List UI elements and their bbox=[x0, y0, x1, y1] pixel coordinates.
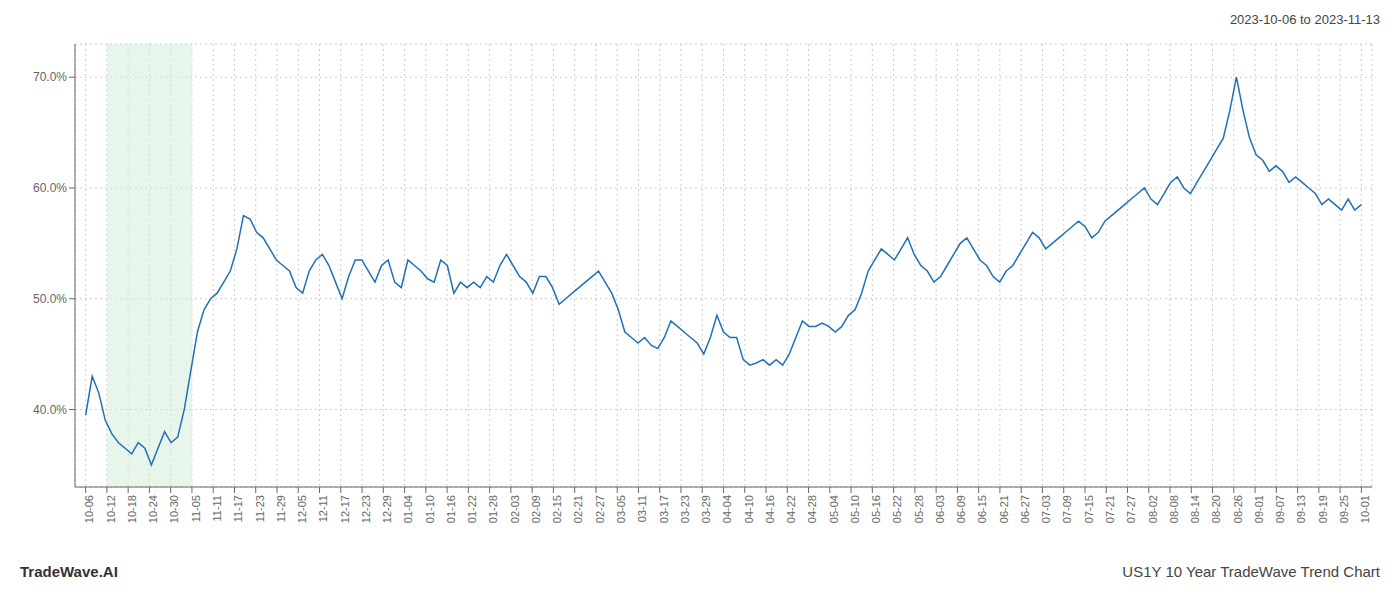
svg-text:07-21: 07-21 bbox=[1104, 495, 1116, 523]
svg-text:07-03: 07-03 bbox=[1040, 495, 1052, 523]
svg-text:07-15: 07-15 bbox=[1083, 495, 1095, 523]
svg-text:40.0%: 40.0% bbox=[33, 403, 67, 417]
svg-text:09-01: 09-01 bbox=[1253, 495, 1265, 523]
svg-text:12-23: 12-23 bbox=[360, 495, 372, 523]
svg-text:10-06: 10-06 bbox=[83, 495, 95, 523]
svg-text:12-17: 12-17 bbox=[339, 495, 351, 523]
svg-text:03-29: 03-29 bbox=[700, 495, 712, 523]
svg-text:04-04: 04-04 bbox=[721, 495, 733, 523]
svg-text:06-27: 06-27 bbox=[1019, 495, 1031, 523]
svg-text:70.0%: 70.0% bbox=[33, 70, 67, 84]
html-text:US1Y 10 Year TradeWave Trend C: US1Y 10 Year TradeWave Trend Chart bbox=[1122, 563, 1380, 580]
svg-text:10-12: 10-12 bbox=[105, 495, 117, 523]
svg-text:01-28: 01-28 bbox=[487, 495, 499, 523]
svg-text:03-17: 03-17 bbox=[658, 495, 670, 523]
svg-text:04-22: 04-22 bbox=[785, 495, 797, 523]
svg-text:06-09: 06-09 bbox=[955, 495, 967, 523]
svg-text:02-15: 02-15 bbox=[551, 495, 563, 523]
svg-text:10-24: 10-24 bbox=[147, 495, 159, 523]
svg-text:05-22: 05-22 bbox=[891, 495, 903, 523]
svg-text:05-16: 05-16 bbox=[870, 495, 882, 523]
svg-text:06-15: 06-15 bbox=[976, 495, 988, 523]
svg-text:01-04: 01-04 bbox=[402, 495, 414, 523]
svg-text:01-10: 01-10 bbox=[424, 495, 436, 523]
svg-text:06-03: 06-03 bbox=[934, 495, 946, 523]
svg-text:03-05: 03-05 bbox=[615, 495, 627, 523]
svg-text:05-10: 05-10 bbox=[849, 495, 861, 523]
svg-text:11-11: 11-11 bbox=[211, 495, 223, 522]
svg-text:09-25: 09-25 bbox=[1338, 495, 1350, 523]
svg-text:02-03: 02-03 bbox=[509, 495, 521, 523]
html-text:2023-10-06 to 2023-11-13: 2023-10-06 to 2023-11-13 bbox=[1229, 12, 1380, 27]
svg-text:05-04: 05-04 bbox=[828, 495, 840, 523]
svg-text:07-27: 07-27 bbox=[1125, 495, 1137, 523]
svg-text:10-18: 10-18 bbox=[126, 495, 138, 523]
svg-text:01-16: 01-16 bbox=[445, 495, 457, 523]
svg-text:04-16: 04-16 bbox=[764, 495, 776, 523]
svg-text:11-05: 11-05 bbox=[190, 495, 202, 522]
html-text:TradeWave.AI: TradeWave.AI bbox=[20, 563, 118, 580]
svg-text:08-20: 08-20 bbox=[1210, 495, 1222, 523]
svg-text:04-10: 04-10 bbox=[743, 495, 755, 523]
svg-text:05-28: 05-28 bbox=[913, 495, 925, 523]
svg-text:08-14: 08-14 bbox=[1189, 495, 1201, 523]
svg-text:02-09: 02-09 bbox=[530, 495, 542, 523]
svg-text:02-27: 02-27 bbox=[594, 495, 606, 523]
svg-text:12-29: 12-29 bbox=[381, 495, 393, 523]
svg-text:01-22: 01-22 bbox=[466, 495, 478, 523]
svg-text:09-19: 09-19 bbox=[1317, 495, 1329, 523]
svg-text:03-11: 03-11 bbox=[636, 495, 648, 522]
svg-text:11-29: 11-29 bbox=[275, 495, 287, 522]
svg-text:09-13: 09-13 bbox=[1295, 495, 1307, 523]
svg-text:08-02: 08-02 bbox=[1147, 495, 1159, 523]
svg-text:09-07: 09-07 bbox=[1274, 495, 1286, 523]
svg-text:11-17: 11-17 bbox=[232, 495, 244, 522]
svg-text:10-01: 10-01 bbox=[1359, 495, 1371, 523]
svg-text:04-28: 04-28 bbox=[806, 495, 818, 523]
svg-text:08-26: 08-26 bbox=[1232, 495, 1244, 523]
svg-text:08-08: 08-08 bbox=[1168, 495, 1180, 523]
svg-text:11-23: 11-23 bbox=[254, 495, 266, 522]
svg-text:10-30: 10-30 bbox=[168, 495, 180, 523]
svg-text:50.0%: 50.0% bbox=[33, 292, 67, 306]
svg-text:03-23: 03-23 bbox=[679, 495, 691, 523]
svg-text:12-11: 12-11 bbox=[317, 495, 329, 522]
svg-text:02-21: 02-21 bbox=[572, 495, 584, 523]
svg-text:07-09: 07-09 bbox=[1062, 495, 1074, 523]
svg-text:06-21: 06-21 bbox=[998, 495, 1010, 523]
svg-text:12-05: 12-05 bbox=[296, 495, 308, 523]
svg-text:60.0%: 60.0% bbox=[33, 181, 67, 195]
